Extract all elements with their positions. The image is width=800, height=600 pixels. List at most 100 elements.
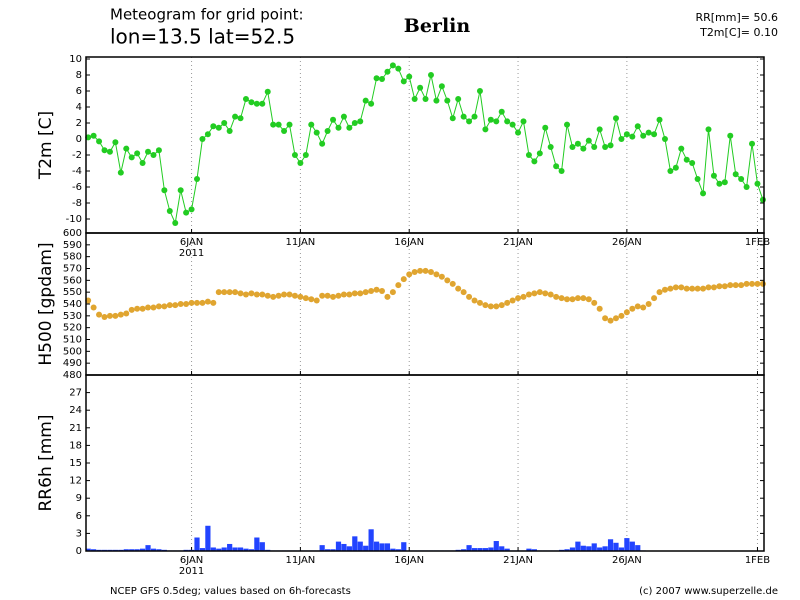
bar [221,547,227,551]
bar [477,548,483,551]
point [661,136,668,142]
point [476,299,483,306]
point [558,295,565,302]
point [357,118,364,125]
point [389,289,396,296]
point [237,115,244,122]
point [406,73,413,80]
point [281,291,288,298]
point [411,269,418,276]
point [286,291,293,298]
point [656,116,663,123]
point [558,168,565,174]
point [275,292,282,299]
point [591,299,598,306]
y-tick-label: 0 [76,134,82,145]
point [308,121,315,128]
point [134,305,141,312]
point [640,132,647,139]
point [607,142,614,149]
y-tick-label: -4 [72,166,82,177]
point [172,220,179,226]
bar [330,549,336,551]
point [710,172,717,179]
point [139,305,146,312]
rr-total: RR[mm]= 50.6 [695,11,778,24]
point [520,293,527,300]
bar [564,549,570,551]
point [373,286,380,293]
point [406,271,413,278]
bar [526,548,532,551]
point [226,128,233,134]
bar [395,549,401,551]
x-tick-label: 11JAN [285,237,315,248]
point [574,140,581,147]
point [330,116,337,123]
point [716,180,723,187]
point [515,295,522,302]
point [493,118,500,125]
point [564,121,571,128]
point [444,277,451,284]
point [612,115,619,122]
panel-frame [85,374,765,552]
point [759,280,766,287]
point [732,282,739,289]
point [629,305,636,312]
point [226,289,233,296]
point [215,124,222,131]
point [498,302,505,309]
bar [205,525,211,551]
point [319,292,326,299]
t2m-mean: T2m[C]= 0.10 [699,26,778,39]
point [504,118,511,125]
point [232,289,239,296]
point [302,152,309,158]
point [738,282,745,289]
point [525,152,532,158]
point [368,287,375,294]
point [112,139,119,146]
point [395,65,402,72]
point [183,301,190,307]
point [727,132,734,139]
point [389,62,396,69]
point [330,293,337,300]
bar [150,548,157,551]
point [721,283,728,290]
point [117,311,124,318]
point [623,309,630,316]
point [591,144,598,150]
point [656,289,663,296]
point [694,176,701,182]
point [651,131,658,138]
x-tick-label: 26JAN [612,237,642,248]
point [270,121,277,128]
point [564,296,571,303]
point [155,303,162,310]
point [672,284,679,291]
point [96,138,103,145]
point [710,284,717,291]
point [651,295,658,302]
point [487,303,494,310]
point [324,292,331,299]
point [297,160,304,166]
point [754,180,761,187]
point [427,72,434,78]
point [743,280,750,287]
bar [254,537,260,551]
x-tick-label: 6JAN [180,237,203,248]
point [749,140,756,147]
point [667,168,674,174]
point [634,303,641,310]
bar [368,529,374,551]
point [444,97,451,104]
point [379,287,386,294]
point [618,312,625,319]
bar [91,549,97,551]
bar [134,549,140,551]
point [177,301,184,307]
